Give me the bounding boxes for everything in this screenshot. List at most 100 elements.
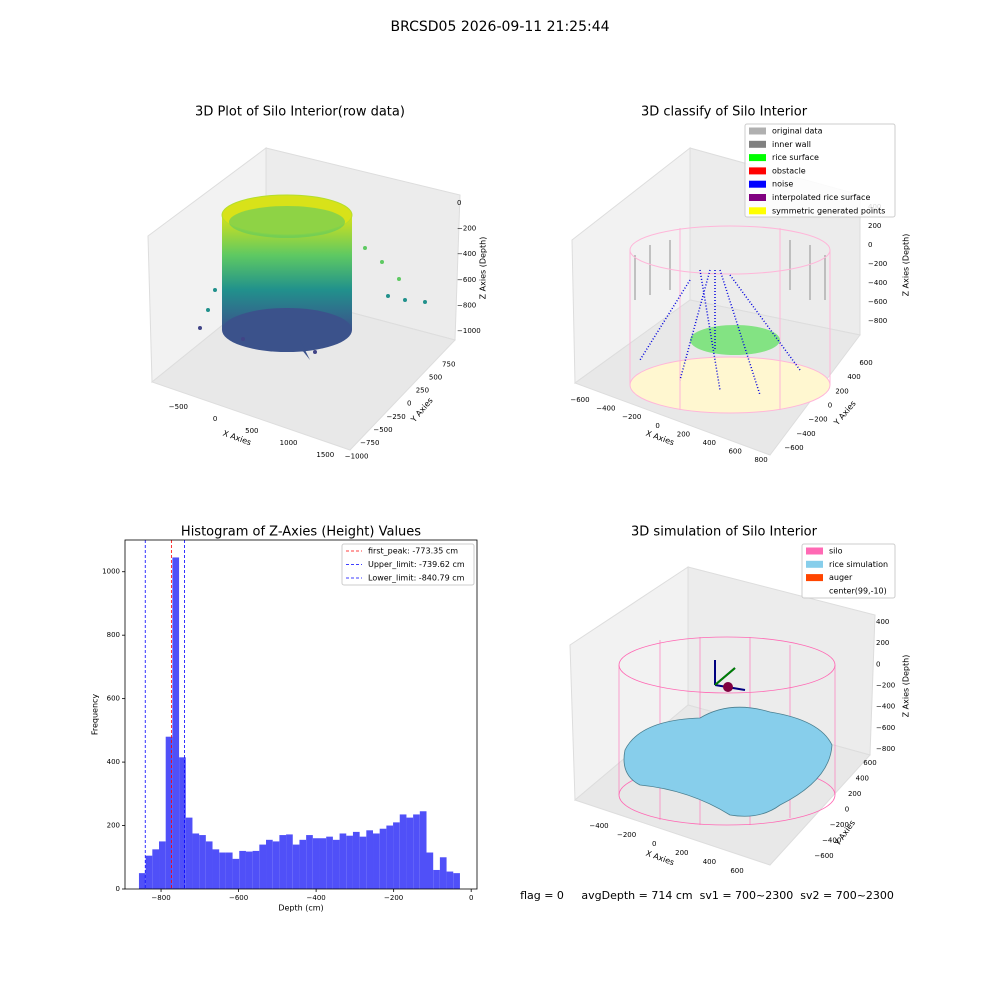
y-tick-label: 400 (107, 758, 120, 766)
histogram-bar (346, 835, 353, 889)
x-tick-label: 200 (675, 849, 688, 857)
x-tick-label: 400 (703, 439, 716, 447)
x-tick-label: −200 (384, 894, 403, 902)
legend-label: obstacle (772, 166, 806, 175)
legend-swatch (749, 140, 766, 148)
y-tick-label: 750 (442, 360, 455, 368)
legend-label: rice surface (772, 153, 819, 162)
histogram-bar (172, 557, 180, 889)
histogram-bar (319, 838, 327, 889)
y-axis-label: Frequency (91, 694, 100, 736)
z-tick-label: −600 (868, 298, 887, 306)
y-axis-label: Y Axies (409, 396, 435, 425)
legend-label: center(99,-10) (829, 586, 887, 595)
z-tick-label: −600 (457, 276, 476, 284)
y-tick-label: 600 (863, 759, 876, 767)
y-tick-label: −400 (822, 837, 841, 845)
histogram-bar (152, 849, 160, 889)
histogram-bar (366, 830, 374, 889)
y-tick-label: 600 (107, 695, 120, 703)
z-tick-label: −200 (868, 260, 887, 268)
y-tick-label: −500 (373, 426, 392, 434)
y-tick-label: 800 (107, 631, 120, 639)
y-tick-label: 200 (835, 387, 848, 395)
histogram-bar (232, 858, 240, 889)
z-tick-label: 400 (876, 618, 889, 626)
x-tick-label: 1500 (316, 451, 334, 459)
x-axis-label: X Axies (645, 429, 676, 448)
y-tick-label: −200 (808, 416, 827, 424)
y-tick-label: −750 (360, 439, 379, 447)
x-tick-label: 500 (245, 427, 258, 435)
legend-box (744, 123, 896, 218)
histogram-bar (165, 736, 173, 889)
histogram-bar (426, 852, 434, 889)
x-tick-label: −600 (570, 396, 589, 404)
y-tick-label: 250 (416, 387, 429, 395)
histogram-bar (306, 835, 313, 889)
legend-label: original data (772, 127, 823, 136)
histogram-bar (299, 839, 307, 889)
y-tick-label: 0 (828, 402, 832, 410)
z-tick-label: −1000 (457, 327, 481, 335)
histogram-bar (453, 873, 460, 889)
panel-3d-simulation (569, 566, 876, 866)
panel-3d-raw (147, 147, 461, 451)
legend-swatch (806, 547, 823, 555)
z-tick-label: 200 (876, 639, 889, 647)
histogram-bar (312, 838, 320, 889)
suptitle: BRCSD05 2026-09-11 21:25:44 (390, 19, 609, 35)
legend-swatch (749, 127, 766, 135)
y-tick-label: −250 (386, 413, 405, 421)
histogram-bar (406, 817, 414, 889)
histogram-bar (439, 857, 447, 889)
x-tick-label: 400 (703, 858, 716, 866)
legend-label: rice simulation (829, 560, 888, 569)
histogram-bar (138, 873, 146, 889)
histogram-bar (373, 833, 380, 889)
y-tick-label: −200 (830, 821, 849, 829)
legend-swatch (749, 167, 766, 175)
x-tick-label: 0 (655, 422, 659, 430)
z-tick-label: −200 (457, 225, 476, 233)
y-tick-label: 0 (116, 885, 120, 893)
legend-label: silo (829, 547, 843, 556)
z-tick-label: −800 (457, 302, 476, 310)
z-tick-label: −400 (457, 250, 476, 258)
histogram-bar (339, 833, 347, 889)
x-tick-label: 0 (469, 894, 473, 902)
y-tick-label: 200 (848, 790, 861, 798)
histogram-bar (179, 757, 186, 889)
x-tick-label: 600 (728, 447, 741, 455)
x-tick-label: −500 (169, 403, 188, 411)
subplot-title: 3D classify of Silo Interior (641, 105, 808, 120)
histogram-bar (259, 844, 267, 889)
histogram-bar (386, 825, 394, 889)
footer-text: flag = 0 avgDepth = 714 cm sv1 = 700~230… (520, 889, 894, 902)
x-axis-label: X Axies (645, 849, 676, 868)
histogram-bar (286, 834, 293, 889)
histogram-bar (419, 811, 427, 889)
legend-swatch (749, 207, 766, 215)
x-tick-label: −400 (307, 894, 326, 902)
subplot-title: Histogram of Z-Axies (Height) Values (181, 525, 421, 540)
legend-label: interpolated rice surface (772, 193, 870, 202)
z-tick-label: −800 (868, 317, 887, 325)
z-tick-label: −400 (876, 703, 895, 711)
x-tick-label: 0 (213, 415, 217, 423)
legend-swatch (749, 194, 766, 201)
y-tick-label: 200 (107, 822, 120, 830)
histogram-bar (145, 855, 153, 889)
legend-swatch (806, 560, 823, 568)
histogram-bar (399, 814, 407, 889)
histogram-bar (199, 835, 206, 889)
histogram-bar (266, 839, 273, 889)
y-tick-label: −600 (784, 444, 803, 452)
legend-swatch (805, 586, 824, 595)
legend-box (801, 543, 896, 599)
histogram-bar (185, 817, 193, 889)
z-tick-label: 0 (876, 660, 880, 668)
histogram-bar (279, 835, 287, 889)
y-tick-label: −1000 (345, 452, 369, 460)
